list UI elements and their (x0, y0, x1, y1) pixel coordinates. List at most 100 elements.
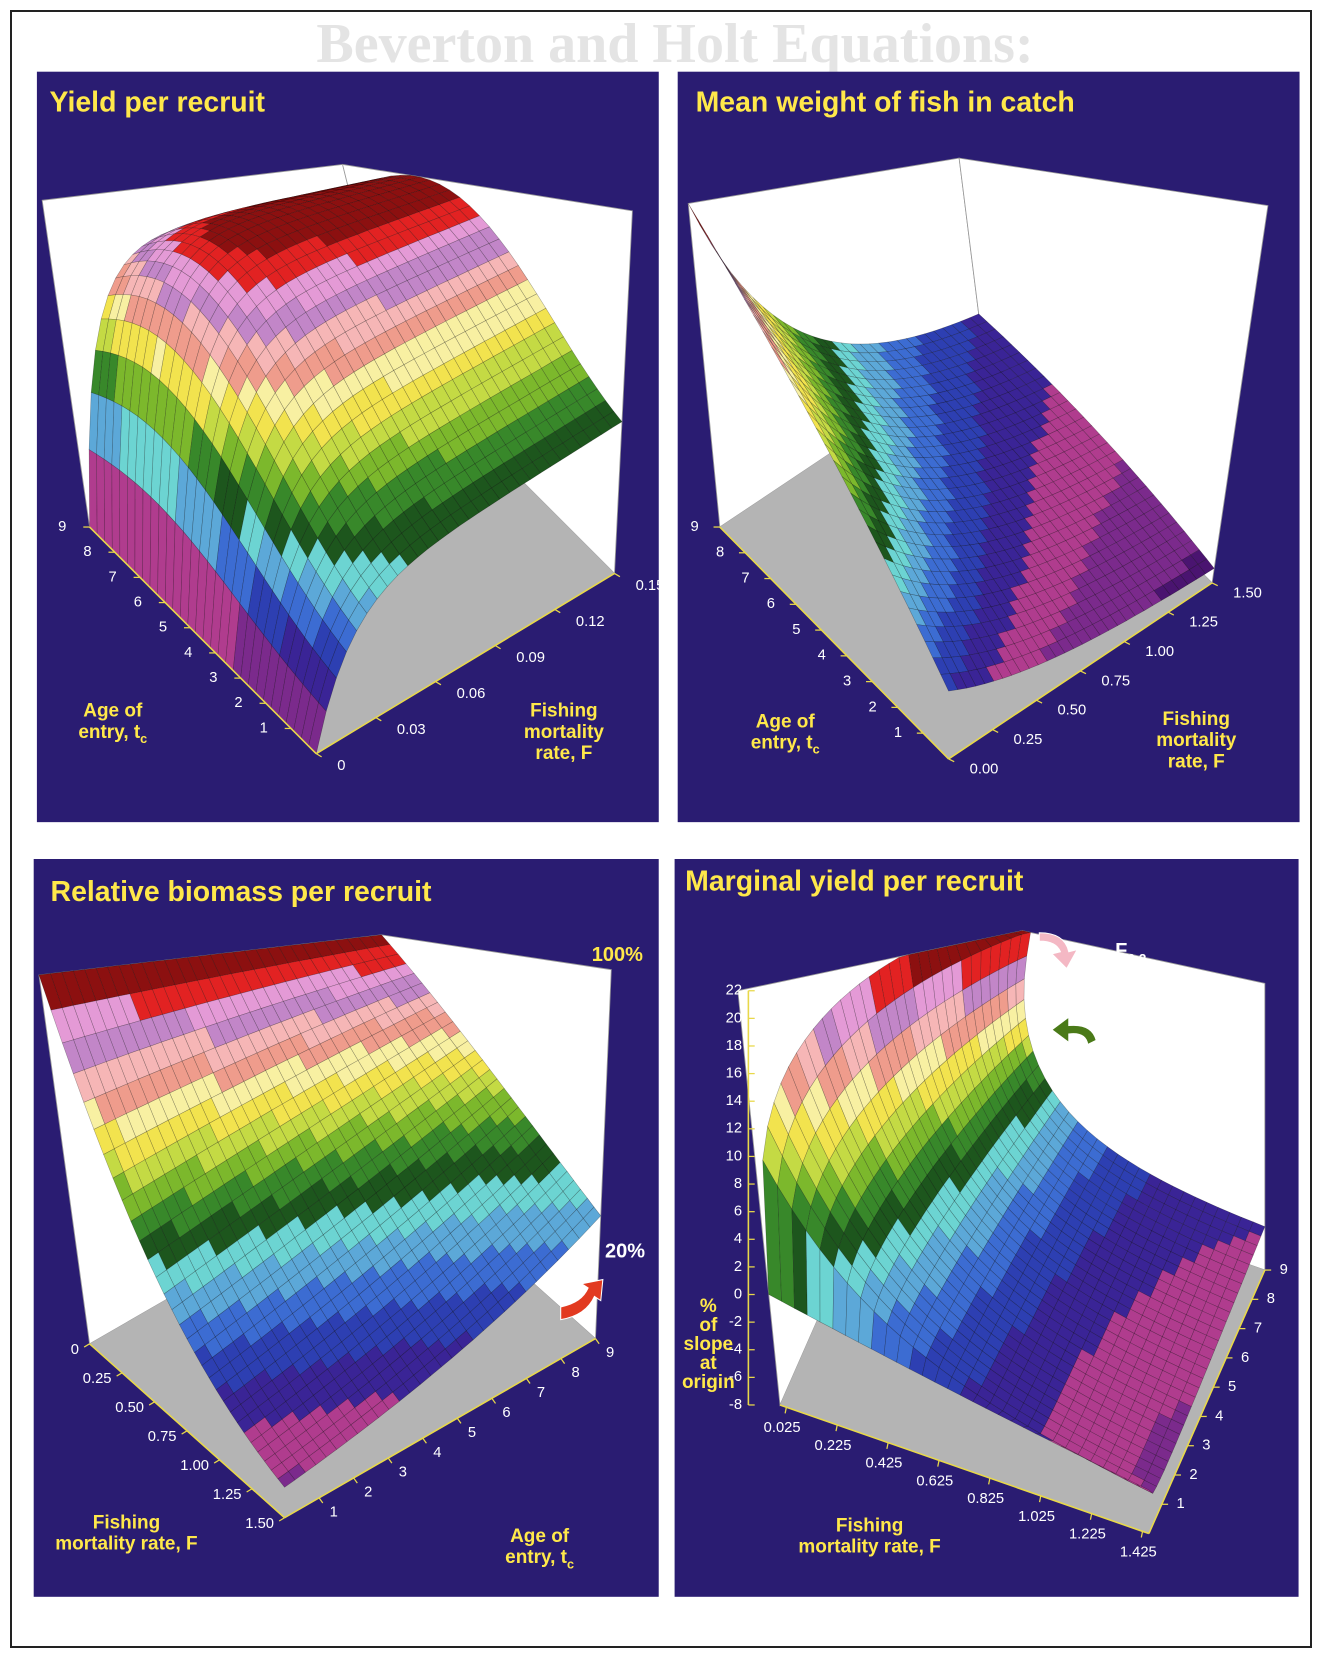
y-tick-label: 6 (767, 596, 775, 612)
y-tick-label: 3 (1202, 1438, 1210, 1454)
y-tick-label: 8 (83, 544, 91, 560)
z-tick-label: 0 (734, 1286, 742, 1302)
x-axis-label: Fishing (1163, 709, 1230, 730)
x-tick-label: 0.00 (970, 761, 999, 777)
x-axis-label-line: Fishing (1163, 709, 1230, 730)
z-tick-label: 6 (734, 1204, 742, 1220)
annotation-sub: 0.2 (1127, 951, 1146, 966)
y-tick-label: 1 (894, 725, 902, 741)
y-tick-label: 7 (1254, 1321, 1262, 1337)
x-tick-label: 1.225 (1069, 1527, 1106, 1543)
z-tick-label: -2 (729, 1314, 742, 1330)
y-tick-label: 3 (209, 670, 217, 686)
z-tick-label: 10 (726, 1148, 742, 1164)
annotation: 100% (592, 944, 643, 966)
surface-facet (961, 956, 971, 990)
y-tick-label: 4 (433, 1445, 441, 1461)
x-axis-label-line: Fishing (530, 701, 597, 722)
chart-panel: 00.250.500.751.001.251.50123456789Relati… (34, 859, 659, 1597)
x-tick-label: 1.50 (1233, 585, 1262, 601)
y-tick-label: 8 (571, 1365, 579, 1381)
y-tick-label: 2 (234, 695, 242, 711)
x-axis-label: mortality (1156, 730, 1237, 751)
z-axis-label: % (700, 1296, 717, 1317)
y-axis-label-line: Age of (510, 1526, 570, 1547)
z-axis-label-line: at (700, 1353, 718, 1374)
x-axis-label-line: rate, F (1168, 751, 1225, 772)
surface-facet (104, 459, 112, 549)
y-tick-label: 5 (1228, 1379, 1236, 1395)
y-tick-label: 6 (502, 1405, 510, 1421)
y-axis-label-line: entry, t (505, 1547, 568, 1568)
y-axis-label-line: Age of (756, 711, 816, 732)
y-axis-label-line: entry, t (751, 732, 814, 753)
x-tick-label: 0.825 (967, 1491, 1004, 1507)
z-axis-label-line: origin (682, 1372, 735, 1393)
y-tick-label: 9 (606, 1345, 614, 1361)
z-axis-label: of (699, 1315, 718, 1336)
y-tick-label: 8 (1267, 1291, 1275, 1307)
y-tick-label: 7 (537, 1385, 545, 1401)
y-tick-label: 2 (1189, 1467, 1197, 1483)
x-tick-label: 0.25 (83, 1371, 112, 1387)
chart-title: Mean weight of fish in catch (696, 87, 1075, 119)
surface-facet (971, 951, 981, 985)
annotation-sub: 0.1 (1127, 1030, 1146, 1045)
x-axis-label: mortality (524, 722, 605, 743)
z-tick-label: 18 (726, 1038, 742, 1054)
y-tick-label: 8 (716, 545, 724, 561)
x-tick-label: 0.625 (916, 1473, 953, 1489)
annotation-text: 100% (592, 944, 643, 966)
x-tick-label: 0.09 (516, 650, 545, 666)
y-tick-label: 1 (330, 1504, 338, 1520)
y-tick-label: 4 (184, 645, 192, 661)
y-axis-label-sub: c (567, 1557, 574, 1571)
x-axis-label-line: mortality (524, 722, 605, 743)
surface-facet (89, 450, 97, 535)
x-tick-label: 0.50 (115, 1400, 144, 1416)
z-axis-label-line: slope (684, 1334, 734, 1355)
x-tick-label: 0.025 (764, 1420, 801, 1436)
x-axis-label: Fishing (93, 1512, 160, 1533)
chart-panel: 0.000.250.500.751.001.251.50123456789Mea… (678, 72, 1300, 822)
y-tick-label: 5 (468, 1425, 476, 1441)
surface-facet (135, 483, 143, 580)
x-tick-label: 0 (71, 1342, 79, 1358)
surface-facet (120, 470, 128, 565)
x-tick-label: 1.50 (245, 1516, 274, 1532)
page-title: Beverton and Holt Equations: (316, 13, 1033, 75)
y-axis-label: Age of (510, 1526, 570, 1547)
y-axis-label: entry, tc (505, 1547, 574, 1571)
y-tick-label: 2 (868, 699, 876, 715)
x-axis-label-line: mortality (1156, 730, 1237, 751)
x-axis-label-line: rate, F (535, 743, 592, 764)
annotation-text: 20% (605, 1240, 645, 1262)
y-tick-label: 1 (1177, 1496, 1185, 1512)
x-axis-label: rate, F (1168, 751, 1225, 772)
y-axis-label-sub: c (813, 743, 820, 757)
y-axis-label: entry, tc (78, 722, 147, 746)
y-tick-label: 5 (792, 622, 800, 638)
x-axis-label: mortality rate, F (798, 1537, 940, 1558)
z-tick-label: 20 (726, 1010, 742, 1026)
y-tick-label: 4 (818, 648, 826, 664)
y-axis-label-line: Age of (83, 701, 143, 722)
y-axis-label: Age of (83, 701, 143, 722)
z-tick-label: 4 (734, 1231, 742, 1247)
x-tick-label: 0.12 (576, 614, 605, 630)
surface-facet (112, 465, 120, 558)
z-tick-label: 8 (734, 1176, 742, 1192)
x-axis-label-line: mortality rate, F (798, 1537, 940, 1558)
x-axis-label: rate, F (535, 743, 592, 764)
surface-facet (143, 490, 152, 588)
y-tick-label: 9 (1280, 1262, 1288, 1278)
chart-panel: 00.030.060.090.120.15123456789Yield per … (37, 72, 664, 822)
annotation-text: F (1115, 940, 1127, 962)
x-tick-label: 1.025 (1018, 1509, 1055, 1525)
z-axis-label-line: of (699, 1315, 718, 1336)
y-axis-label-line: entry, t (78, 722, 141, 743)
page-canvas: Beverton and Holt Equations: 00.030.060.… (0, 0, 1320, 1653)
z-axis-label: slope (684, 1334, 734, 1355)
surface-facet (127, 476, 135, 572)
x-tick-label: 1.25 (213, 1487, 242, 1503)
